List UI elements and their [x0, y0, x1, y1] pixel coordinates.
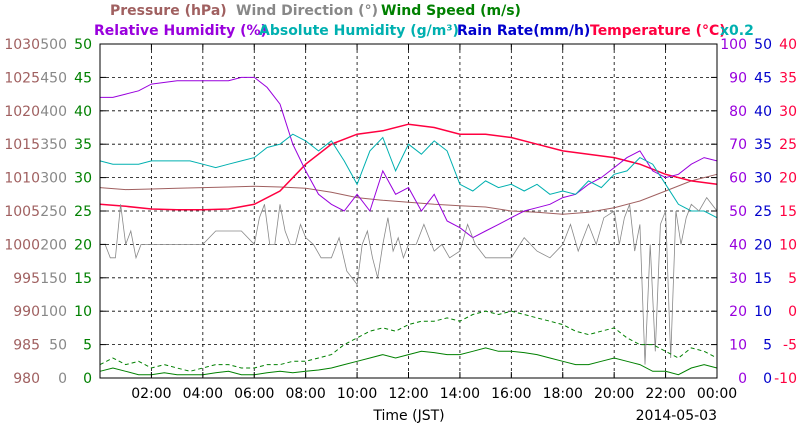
y-tick-label-temperature: 15: [779, 204, 797, 220]
legend-line2-item: Relative Humidity (%): [94, 23, 267, 39]
legend-line2-item: Absolute Humidity (g/m³): [259, 23, 459, 39]
x-tick-label: 22:00: [645, 386, 685, 402]
y-tick-label-wind-speed: 30: [74, 171, 92, 187]
y-tick-label-rain-rate: 10: [754, 304, 772, 320]
y-tick-label-pressure: 1010: [4, 171, 40, 187]
series-wind-direction-line: [100, 196, 718, 365]
y-tick-label-wind-speed: 40: [74, 104, 92, 120]
y-tick-label-humidity: 20: [729, 304, 747, 320]
y-tick-label-rain-rate: 35: [754, 137, 772, 153]
y-tick-label-wind-direction: 0: [58, 371, 67, 387]
y-tick-label-pressure: 985: [13, 338, 40, 354]
y-tick-label-rain-rate: 40: [754, 104, 772, 120]
y-tick-label-temperature: -5: [783, 338, 797, 354]
y-tick-label-pressure: 980: [13, 371, 40, 387]
y-tick-label-wind-direction: 350: [40, 137, 67, 153]
y-tick-label-temperature: 5: [788, 271, 797, 287]
y-tick-label-pressure: 1015: [4, 137, 40, 153]
series-humidity-line: [100, 76, 718, 239]
x-tick-label: 18:00: [543, 386, 583, 402]
y-tick-label-wind-speed: 5: [83, 338, 92, 354]
y-tick-label-wind-direction: 50: [49, 338, 67, 354]
date-label: 2014-05-03: [636, 408, 717, 424]
y-tick-label-humidity: 30: [729, 271, 747, 287]
y-tick-label-pressure: 995: [13, 271, 40, 287]
y-tick-label-rain-rate: 25: [754, 204, 772, 220]
legend-line2-item: Temperature (°C): [590, 23, 726, 39]
series-abs-humidity-line: [99, 133, 718, 219]
y-tick-label-temperature: 20: [779, 171, 797, 187]
x-tick-label: 14:00: [440, 386, 480, 402]
y-tick-label-wind-speed: 50: [74, 37, 92, 53]
y-tick-label-humidity: 50: [729, 204, 747, 220]
y-tick-label-wind-direction: 250: [40, 204, 67, 220]
y-tick-label-humidity: 70: [729, 137, 747, 153]
x-tick-label: 00:00: [697, 386, 737, 402]
y-tick-label-wind-speed: 45: [74, 70, 92, 86]
y-tick-label-temperature: 30: [779, 104, 797, 120]
y-tick-label-wind-direction: 500: [40, 37, 67, 53]
y-tick-label-rain-rate: 45: [754, 70, 772, 86]
y-tick-label-wind-direction: 100: [40, 304, 67, 320]
y-tick-label-wind-speed: 0: [83, 371, 92, 387]
series-temperature-line: [99, 123, 718, 211]
x-tick-label: 04:00: [183, 386, 223, 402]
y-tick-label-pressure: 1005: [4, 204, 40, 220]
y-tick-label-wind-direction: 450: [40, 70, 67, 86]
y-tick-label-wind-direction: 400: [40, 104, 67, 120]
legend-line1-item: Wind Direction (°): [236, 3, 378, 19]
y-tick-label-wind-speed: 20: [74, 237, 92, 253]
y-tick-label-wind-direction: 200: [40, 237, 67, 253]
y-tick-label-pressure: 1030: [4, 37, 40, 53]
legend-line2-item: Rain Rate(mm/h): [457, 23, 590, 39]
y-tick-label-rain-rate: 15: [754, 271, 772, 287]
x-tick-label: 20:00: [594, 386, 634, 402]
y-tick-label-temperature: 10: [779, 237, 797, 253]
x-tick-label: 16:00: [491, 386, 531, 402]
y-tick-label-humidity: 0: [738, 371, 747, 387]
y-tick-label-temperature: 40: [779, 37, 797, 53]
x-tick-label: 02:00: [131, 386, 171, 402]
y-tick-label-humidity: 100: [720, 37, 747, 53]
y-tick-label-wind-speed: 25: [74, 204, 92, 220]
y-tick-label-wind-direction: 150: [40, 271, 67, 287]
y-tick-label-humidity: 60: [729, 171, 747, 187]
y-tick-label-rain-rate: 5: [763, 338, 772, 354]
x-axis-label: Time (JST): [372, 408, 444, 424]
abs-humidity-scale-note: x0.2: [720, 23, 754, 39]
y-tick-label-humidity: 40: [729, 237, 747, 253]
y-tick-label-rain-rate: 30: [754, 171, 772, 187]
y-tick-label-wind-speed: 10: [74, 304, 92, 320]
series-pressure-line: [99, 173, 718, 215]
y-tick-label-wind-speed: 15: [74, 271, 92, 287]
y-tick-label-pressure: 1000: [4, 237, 40, 253]
legend-line1-item: Pressure (hPa): [110, 3, 227, 19]
y-tick-label-temperature: 35: [779, 70, 797, 86]
y-tick-label-temperature: 25: [779, 137, 797, 153]
y-tick-label-temperature: 0: [788, 304, 797, 320]
y-tick-label-pressure: 1025: [4, 70, 40, 86]
y-tick-label-rain-rate: 0: [763, 371, 772, 387]
y-tick-label-humidity: 10: [729, 338, 747, 354]
x-tick-label: 08:00: [285, 386, 325, 402]
y-tick-label-pressure: 990: [13, 304, 40, 320]
legend-line1-item: Wind Speed (m/s): [381, 3, 521, 19]
y-tick-label-pressure: 1020: [4, 104, 40, 120]
y-tick-label-rain-rate: 20: [754, 237, 772, 253]
y-tick-label-wind-direction: 300: [40, 171, 67, 187]
y-tick-label-wind-speed: 35: [74, 137, 92, 153]
y-tick-label-humidity: 80: [729, 104, 747, 120]
y-tick-label-humidity: 90: [729, 70, 747, 86]
x-tick-label: 12:00: [388, 386, 428, 402]
y-tick-label-temperature: -10: [774, 371, 797, 387]
series-wind-gust-line: [99, 310, 718, 372]
x-tick-label: 10:00: [337, 386, 377, 402]
x-tick-label: 06:00: [234, 386, 274, 402]
y-tick-label-rain-rate: 50: [754, 37, 772, 53]
